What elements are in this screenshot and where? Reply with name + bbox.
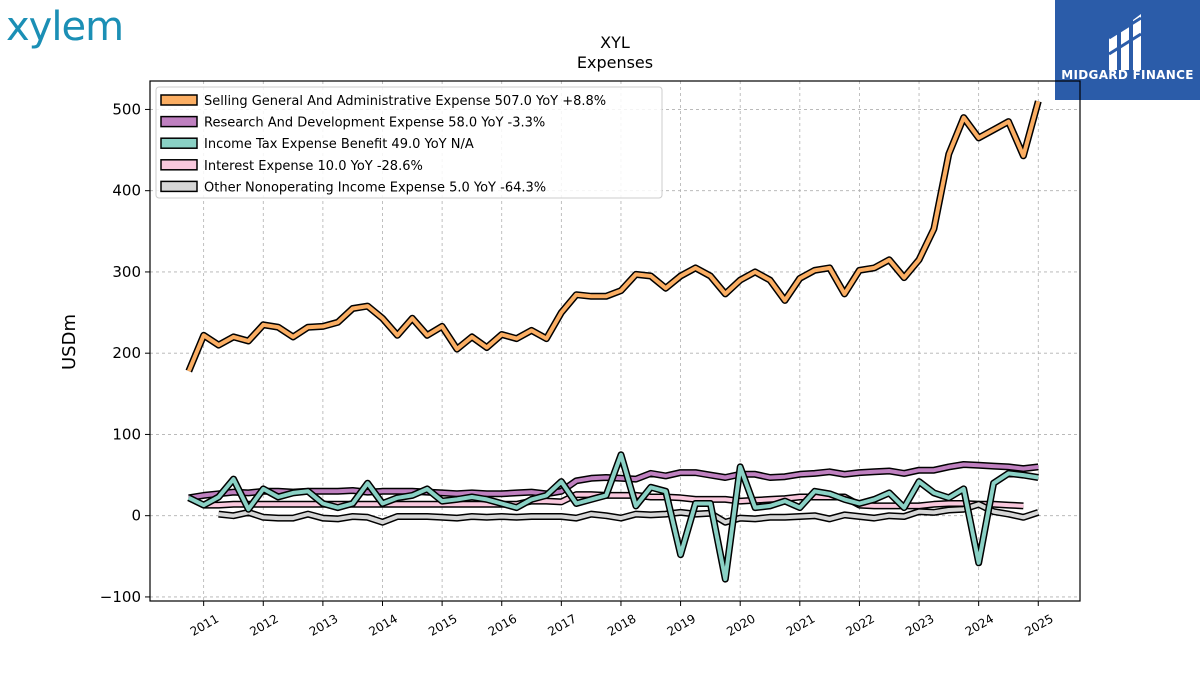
x-tick-label: 2015 xyxy=(426,611,459,638)
x-tick-label: 2012 xyxy=(247,611,280,638)
x-tick-label: 2016 xyxy=(486,611,519,638)
legend-swatch xyxy=(160,180,198,193)
y-tick-label: 200 xyxy=(112,344,141,362)
midgard-finance-badge: MIDGARD FINANCE xyxy=(1055,0,1200,100)
x-tick-label: 2013 xyxy=(307,611,340,638)
y-tick-label: 100 xyxy=(112,425,141,443)
series-tax xyxy=(187,451,1039,583)
y-axis-label: USDm xyxy=(59,314,80,370)
x-tick-label: 2022 xyxy=(843,611,876,638)
legend-label: Interest Expense 10.0 YoY -28.6% xyxy=(204,159,423,174)
y-tick-label: 500 xyxy=(112,100,141,118)
y-tick-label: 300 xyxy=(112,263,141,281)
series-sga xyxy=(185,100,1042,373)
legend-swatch xyxy=(160,137,198,149)
plot-frame xyxy=(149,80,1081,602)
chart-subtitle: Expenses xyxy=(577,53,653,72)
x-tick-label: 2018 xyxy=(605,611,638,638)
midgard-logo-icon xyxy=(1108,14,1142,70)
x-tick-label: 2025 xyxy=(1022,611,1055,638)
legend-swatch xyxy=(160,94,198,106)
series-line xyxy=(218,502,1039,525)
series-lines xyxy=(185,100,1042,583)
x-tick-label: 2020 xyxy=(724,611,757,638)
legend-item: Interest Expense 10.0 YoY -28.6% xyxy=(160,159,423,174)
y-tick-label: −100 xyxy=(100,588,141,606)
y-tick-label: 0 xyxy=(131,507,141,525)
x-tick-label: 2017 xyxy=(545,611,578,638)
partner-name: MIDGARD FINANCE xyxy=(1061,68,1194,82)
legend: Selling General And Administrative Expen… xyxy=(155,86,663,199)
series-line xyxy=(187,452,1039,582)
x-tick-label: 2021 xyxy=(784,611,817,638)
legend-box xyxy=(155,86,663,199)
legend-label: Income Tax Expense Benefit 49.0 YoY N/A xyxy=(204,137,474,152)
y-tick-label: 400 xyxy=(112,182,141,200)
x-tick-label: 2023 xyxy=(903,611,936,638)
legend-item: Selling General And Administrative Expen… xyxy=(160,94,606,109)
x-tick-label: 2011 xyxy=(188,611,221,638)
legend-item: Research And Development Expense 58.0 Yo… xyxy=(160,115,545,131)
legend-swatch xyxy=(160,115,198,128)
y-axis-ticks: −100 0 100 200 300 400 500 xyxy=(100,100,150,606)
legend-item: Other Nonoperating Income Expense 5.0 Yo… xyxy=(160,180,546,195)
legend-label: Research And Development Expense 58.0 Yo… xyxy=(204,116,545,131)
x-axis-ticks: 2011 2012 2013 2014 2015 2016 2017 2018 2019 2020… xyxy=(188,601,1056,639)
legend-item: Income Tax Expense Benefit 49.0 YoY N/A xyxy=(160,137,474,152)
series-other xyxy=(218,500,1040,526)
legend-label: Other Nonoperating Income Expense 5.0 Yo… xyxy=(204,180,546,195)
legend-swatch xyxy=(160,159,198,171)
xylem-logo: xylem xyxy=(6,4,124,50)
series-line xyxy=(186,100,1041,372)
x-tick-label: 2014 xyxy=(367,611,400,638)
chart-title: XYL xyxy=(600,33,630,52)
x-tick-label: 2019 xyxy=(665,611,698,638)
x-tick-label: 2024 xyxy=(963,611,996,638)
legend-label: Selling General And Administrative Expen… xyxy=(204,94,606,109)
